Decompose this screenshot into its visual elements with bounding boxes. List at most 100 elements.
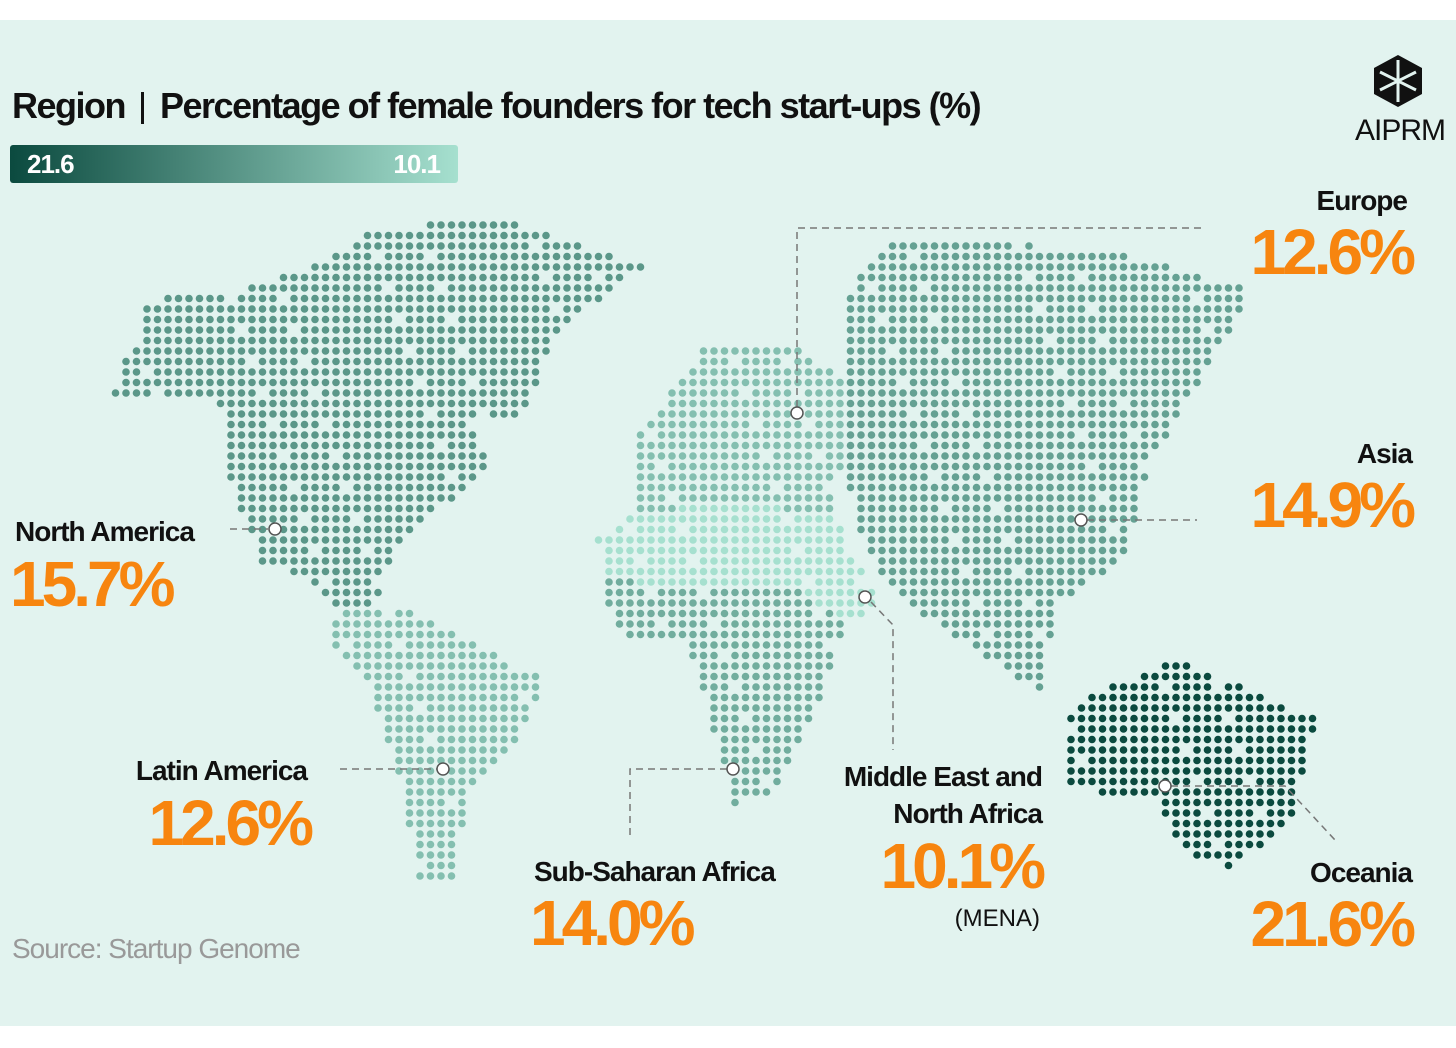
map-dot bbox=[815, 483, 823, 492]
map-dot bbox=[762, 704, 771, 712]
map-dot bbox=[1245, 798, 1254, 807]
map-dot bbox=[290, 389, 298, 397]
map-dot bbox=[563, 263, 571, 271]
map-dot bbox=[489, 305, 498, 313]
map-dot bbox=[720, 557, 729, 565]
map-dot bbox=[1067, 515, 1075, 523]
map-dot bbox=[678, 630, 687, 639]
map-dot bbox=[384, 315, 393, 324]
map-dot bbox=[752, 504, 760, 513]
map-dot bbox=[1077, 347, 1086, 355]
map-dot bbox=[1203, 704, 1212, 712]
map-dot bbox=[825, 399, 834, 408]
map-dot bbox=[909, 557, 918, 565]
map-dot bbox=[468, 389, 477, 397]
map-dot bbox=[363, 347, 372, 355]
map-dot bbox=[1193, 851, 1201, 859]
map-dot bbox=[1109, 347, 1117, 355]
map-dot bbox=[185, 315, 193, 324]
map-dot bbox=[1098, 557, 1107, 565]
map-dot bbox=[489, 221, 498, 229]
map-dot bbox=[342, 410, 351, 418]
map-dot bbox=[395, 683, 403, 691]
map-dot bbox=[962, 347, 970, 355]
map-dot bbox=[1245, 809, 1254, 817]
map-dot bbox=[857, 305, 865, 313]
map-dot bbox=[804, 620, 813, 628]
map-dot bbox=[657, 441, 666, 450]
map-dot bbox=[846, 588, 855, 597]
map-dot bbox=[426, 819, 435, 828]
map-dot bbox=[678, 399, 687, 408]
map-dot bbox=[1245, 704, 1254, 712]
map-dot bbox=[437, 347, 445, 355]
map-dot bbox=[867, 536, 876, 544]
map-dot bbox=[993, 578, 1002, 586]
map-dot bbox=[374, 242, 382, 250]
map-dot bbox=[416, 368, 424, 376]
map-dot bbox=[300, 305, 309, 313]
map-dot bbox=[468, 294, 477, 303]
map-dot bbox=[1067, 389, 1075, 397]
map-dot bbox=[762, 714, 771, 723]
map-dot bbox=[437, 305, 445, 313]
map-dot bbox=[741, 578, 750, 586]
map-dot bbox=[951, 357, 960, 366]
map-dot bbox=[1035, 483, 1044, 492]
map-dot bbox=[815, 672, 823, 681]
map-dot bbox=[437, 683, 445, 691]
map-dot bbox=[731, 588, 739, 597]
map-dot bbox=[552, 263, 561, 271]
map-dot bbox=[237, 420, 246, 429]
map-dot bbox=[479, 735, 487, 744]
map-dot bbox=[1119, 714, 1128, 723]
map-dot bbox=[395, 326, 403, 334]
map-dot bbox=[1098, 567, 1107, 576]
map-dot bbox=[374, 441, 382, 450]
map-dot bbox=[563, 315, 571, 324]
map-dot bbox=[332, 599, 340, 607]
map-dot bbox=[1119, 494, 1128, 502]
map-dot bbox=[741, 483, 750, 492]
map-dot bbox=[311, 473, 319, 481]
map-dot bbox=[332, 347, 340, 355]
map-dot bbox=[458, 431, 466, 439]
map-dot bbox=[321, 410, 330, 418]
map-dot bbox=[1214, 725, 1222, 733]
map-dot bbox=[783, 672, 792, 681]
map-dot bbox=[1256, 777, 1264, 786]
map-dot bbox=[867, 431, 876, 439]
map-dot bbox=[1098, 504, 1107, 513]
map-dot bbox=[1098, 368, 1107, 376]
map-dot bbox=[951, 630, 960, 639]
map-dot bbox=[353, 347, 361, 355]
map-dot bbox=[489, 315, 498, 324]
map-dot bbox=[1266, 725, 1275, 733]
map-dot bbox=[1109, 483, 1117, 492]
map-dot bbox=[279, 326, 288, 334]
map-dot bbox=[216, 357, 225, 366]
map-dot bbox=[689, 546, 697, 555]
map-dot bbox=[395, 536, 403, 544]
map-dot bbox=[615, 578, 624, 586]
map-dot bbox=[1046, 504, 1054, 513]
map-dot bbox=[500, 672, 508, 681]
map-dot bbox=[1077, 557, 1086, 565]
map-dot bbox=[752, 378, 760, 387]
map-dot bbox=[479, 662, 487, 670]
map-dot bbox=[384, 410, 393, 418]
map-dot bbox=[1035, 357, 1044, 366]
map-dot bbox=[1035, 609, 1044, 618]
map-dot bbox=[395, 399, 403, 408]
map-dot bbox=[321, 284, 330, 292]
map-dot bbox=[384, 462, 393, 471]
map-dot bbox=[1193, 819, 1201, 828]
map-dot bbox=[783, 683, 792, 691]
map-dot bbox=[1109, 725, 1117, 733]
map-dot bbox=[825, 557, 834, 565]
map-dot bbox=[783, 399, 792, 408]
map-dot bbox=[384, 273, 393, 282]
map-dot bbox=[752, 651, 760, 660]
map-dot bbox=[930, 557, 939, 565]
map-dot bbox=[353, 252, 361, 261]
